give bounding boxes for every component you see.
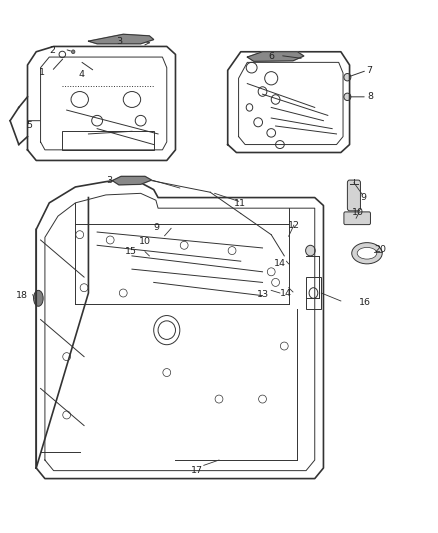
Polygon shape	[88, 34, 154, 44]
Text: 12: 12	[288, 221, 300, 230]
Text: 16: 16	[359, 298, 371, 307]
Text: 1: 1	[39, 68, 45, 77]
Ellipse shape	[344, 93, 351, 101]
Polygon shape	[247, 52, 304, 61]
Text: 10: 10	[139, 237, 151, 246]
Ellipse shape	[344, 74, 351, 81]
Text: 6: 6	[268, 52, 274, 61]
Text: 20: 20	[374, 245, 386, 254]
Text: 13: 13	[257, 290, 268, 299]
Text: 3: 3	[106, 176, 113, 185]
Text: 10: 10	[352, 208, 364, 217]
Text: 18: 18	[16, 291, 28, 300]
Text: 9: 9	[153, 223, 159, 232]
FancyBboxPatch shape	[347, 180, 360, 211]
Text: 5: 5	[26, 121, 32, 130]
Text: 2: 2	[49, 46, 55, 55]
Text: 8: 8	[367, 92, 374, 101]
Text: 14: 14	[280, 288, 292, 297]
Ellipse shape	[306, 245, 315, 256]
Text: 11: 11	[234, 199, 246, 208]
Text: 17: 17	[191, 466, 203, 474]
Ellipse shape	[59, 51, 66, 58]
Text: 14: 14	[274, 259, 286, 268]
Text: 3: 3	[117, 37, 123, 46]
Text: 9: 9	[360, 192, 367, 201]
Polygon shape	[113, 176, 152, 185]
Ellipse shape	[71, 50, 75, 54]
Text: 4: 4	[79, 70, 85, 79]
FancyBboxPatch shape	[344, 212, 371, 224]
Ellipse shape	[352, 243, 382, 264]
Text: 15: 15	[125, 247, 137, 256]
Ellipse shape	[357, 247, 377, 259]
Text: 7: 7	[366, 66, 372, 75]
Ellipse shape	[34, 290, 43, 306]
